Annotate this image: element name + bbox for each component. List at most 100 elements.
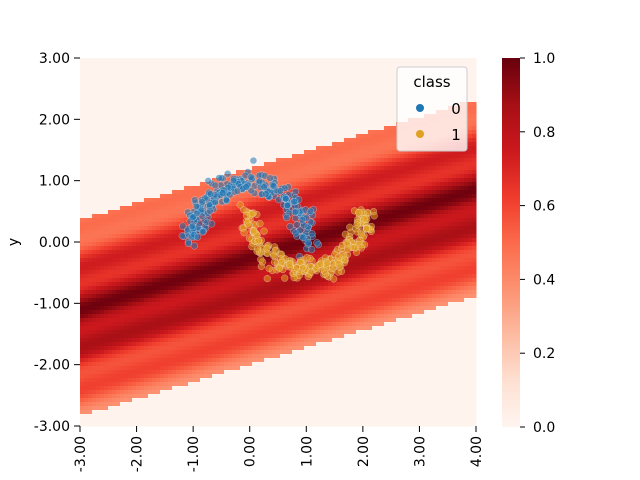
heatmap-cell xyxy=(312,66,317,71)
heatmap-cell xyxy=(284,226,289,231)
heatmap-cell xyxy=(96,94,101,99)
heatmap-cell xyxy=(460,62,465,67)
heatmap-cell xyxy=(156,98,161,103)
heatmap-cell xyxy=(444,174,449,179)
heatmap-cell xyxy=(420,182,425,187)
heatmap-cell xyxy=(416,150,421,155)
heatmap-cell xyxy=(468,238,473,243)
heatmap-cell xyxy=(424,186,429,191)
heatmap-cell xyxy=(260,86,265,91)
heatmap-cell xyxy=(320,66,325,71)
heatmap-cell xyxy=(416,210,421,215)
heatmap-cell xyxy=(348,86,353,91)
heatmap-cell xyxy=(212,94,217,99)
heatmap-cell xyxy=(356,194,361,199)
heatmap-cell xyxy=(112,66,117,71)
heatmap-cell xyxy=(384,218,389,223)
heatmap-cell xyxy=(260,98,265,103)
heatmap-cell xyxy=(156,70,161,75)
heatmap-cell xyxy=(108,138,113,143)
heatmap-cell xyxy=(276,174,281,179)
heatmap-cell xyxy=(164,190,169,195)
heatmap-cell xyxy=(216,58,221,63)
heatmap-cell xyxy=(192,130,197,135)
heatmap-cell xyxy=(324,190,329,195)
heatmap-cell xyxy=(360,226,365,231)
heatmap-cell xyxy=(144,78,149,83)
heatmap-cell xyxy=(196,90,201,95)
heatmap-cell xyxy=(328,66,333,71)
heatmap-cell xyxy=(316,178,321,183)
heatmap-cell xyxy=(460,210,465,215)
heatmap-cell xyxy=(80,74,85,79)
heatmap-cell xyxy=(336,234,341,239)
heatmap-cell xyxy=(256,114,261,119)
heatmap-cell xyxy=(336,130,341,135)
heatmap-cell xyxy=(420,186,425,191)
heatmap-cell xyxy=(124,166,129,171)
heatmap-cell xyxy=(144,210,149,215)
heatmap-cell xyxy=(264,70,269,75)
heatmap-cell xyxy=(472,138,477,143)
heatmap-cell xyxy=(432,210,437,215)
heatmap-cell xyxy=(248,166,253,171)
heatmap-cell xyxy=(212,138,217,143)
heatmap-cell xyxy=(360,202,365,207)
heatmap-cell xyxy=(84,222,89,227)
heatmap-cell xyxy=(112,154,117,159)
heatmap-cell xyxy=(148,186,153,191)
heatmap-cell xyxy=(256,166,261,171)
heatmap-cell xyxy=(180,154,185,159)
heatmap-cell xyxy=(88,178,93,183)
heatmap-cell xyxy=(116,114,121,119)
heatmap-cell xyxy=(312,254,317,259)
heatmap-cell xyxy=(272,146,277,151)
heatmap-cell xyxy=(436,170,441,175)
heatmap-cell xyxy=(208,114,213,119)
heatmap-cell xyxy=(132,102,137,107)
heatmap-cell xyxy=(412,166,417,171)
heatmap-cell xyxy=(424,214,429,219)
heatmap-cell xyxy=(228,254,233,259)
heatmap-cell xyxy=(180,118,185,123)
heatmap-cell xyxy=(472,86,477,91)
heatmap-cell xyxy=(292,106,297,111)
heatmap-cell xyxy=(388,114,393,119)
heatmap-cell xyxy=(200,190,205,195)
heatmap-cell xyxy=(192,106,197,111)
heatmap-cell xyxy=(460,158,465,163)
heatmap-cell xyxy=(472,142,477,147)
heatmap-cell xyxy=(352,126,357,131)
heatmap-cell xyxy=(160,246,165,251)
heatmap-cell xyxy=(224,210,229,215)
heatmap-cell xyxy=(168,178,173,183)
heatmap-cell xyxy=(396,170,401,175)
heatmap-cell xyxy=(376,154,381,159)
heatmap-cell xyxy=(116,62,121,67)
heatmap-cell xyxy=(220,234,225,239)
heatmap-cell xyxy=(368,58,373,63)
heatmap-cell xyxy=(320,118,325,123)
heatmap-cell xyxy=(108,230,113,235)
heatmap-cell xyxy=(308,202,313,207)
heatmap-cell xyxy=(312,134,317,139)
heatmap-cell xyxy=(116,250,121,255)
heatmap-cell xyxy=(244,238,249,243)
heatmap-cell xyxy=(204,154,209,159)
heatmap-cell xyxy=(132,110,137,115)
heatmap-cell xyxy=(440,246,445,251)
heatmap-cell xyxy=(372,90,377,95)
heatmap-cell xyxy=(336,218,341,223)
heatmap-cell xyxy=(460,186,465,191)
heatmap-cell xyxy=(288,154,293,159)
heatmap-cell xyxy=(284,134,289,139)
heatmap-cell xyxy=(208,86,213,91)
heatmap-cell xyxy=(356,130,361,135)
heatmap-cell xyxy=(340,154,345,159)
heatmap-cell xyxy=(88,126,93,131)
heatmap-cell xyxy=(300,90,305,95)
heatmap-cell xyxy=(268,146,273,151)
heatmap-cell xyxy=(292,118,297,123)
heatmap-cell xyxy=(228,122,233,127)
heatmap-cell xyxy=(372,190,377,195)
